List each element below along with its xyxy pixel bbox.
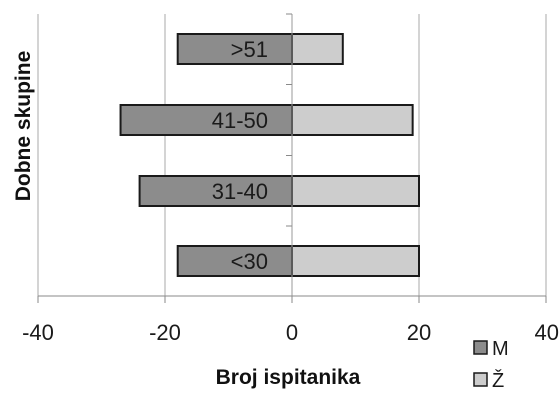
bar-z-1	[291, 104, 414, 136]
category-labels: >51 41-50 31-40 <30	[212, 37, 268, 274]
legend: MŽ	[473, 338, 509, 392]
x-tick-label-0: -40	[22, 320, 54, 345]
x-tick-label-3: 20	[407, 320, 431, 345]
legend-swatch-1	[473, 372, 488, 387]
gridlines	[37, 14, 547, 296]
bar-z-3	[291, 245, 420, 277]
x-axis-title: Broj ispitanika	[216, 366, 361, 389]
axes	[37, 13, 547, 303]
x-tick-label-2: 0	[286, 320, 298, 345]
x-tick-label-4: 40	[535, 320, 559, 345]
bar-m-0	[176, 33, 293, 65]
bars	[119, 33, 420, 277]
category-label-2: 31-40	[212, 179, 268, 204]
legend-label-1: Ž	[492, 369, 504, 392]
bar-z-0	[291, 33, 344, 65]
x-tick-labels: -40 -20 0 20 40	[22, 320, 559, 345]
bar-m-2	[138, 175, 293, 207]
category-label-3: <30	[231, 249, 268, 274]
legend-swatch-0	[473, 340, 488, 355]
x-tick-label-1: -20	[149, 320, 181, 345]
bar-m-3	[176, 245, 293, 277]
category-label-1: 41-50	[212, 108, 268, 133]
category-label-0: >51	[231, 37, 268, 62]
y-axis-title: Dobne skupine	[12, 51, 35, 202]
legend-label-0: M	[492, 338, 509, 360]
bar-z-2	[291, 175, 420, 207]
bar-m-1	[119, 104, 293, 136]
